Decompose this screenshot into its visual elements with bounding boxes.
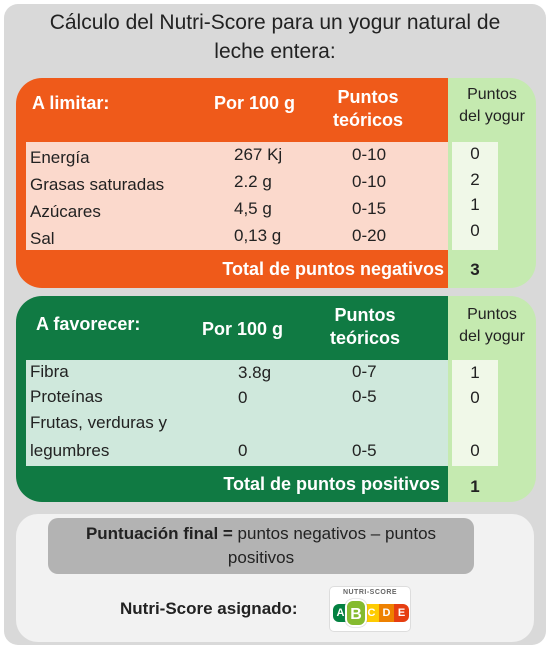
- positive-table: [26, 360, 448, 466]
- negative-total-value: 3: [470, 260, 480, 279]
- table-row-range: 0-20: [352, 226, 387, 245]
- table-row-value: 3.8g: [238, 363, 272, 382]
- table-row-points: 2: [470, 170, 480, 189]
- table-row-value: 0: [238, 388, 248, 407]
- table-row-name: Sal: [30, 229, 55, 248]
- table-row-value: 267 Kj: [234, 145, 283, 164]
- negative-col-theoretical: Puntos teóricos: [318, 86, 418, 132]
- negative-total-label: Total de puntos negativos: [222, 259, 444, 279]
- table-row-name: Grasas saturadas: [30, 175, 165, 194]
- nutriscore-letter-c: C: [364, 604, 379, 622]
- final-score-formula: Puntuación final = puntos negativos – pu…: [48, 518, 474, 574]
- table-row-value: 0,13 g: [234, 226, 282, 245]
- table-row-name-cont: legumbres: [30, 441, 110, 460]
- assigned-label: Nutri-Score asignado:: [120, 599, 298, 618]
- nutriscore-title: NUTRI-SCORE: [342, 589, 398, 596]
- negative-col-theoretical-line1: Puntos: [337, 87, 399, 107]
- table-row-points: 0: [470, 441, 480, 460]
- formula-text-2: positivos: [227, 548, 295, 567]
- nutriscore-letter-b: B: [345, 599, 367, 627]
- negative-col-yogurt-line2: del yogur: [459, 108, 525, 125]
- table-row-points: 0: [470, 221, 480, 240]
- table-row-range: 0-5: [352, 441, 377, 460]
- positive-col-yogurt: Puntos del yogur: [448, 304, 536, 348]
- table-row-value: 0: [238, 441, 248, 460]
- positive-header: A favorecer:: [36, 314, 141, 334]
- table-row-points: 0: [470, 144, 480, 163]
- positive-col-theoretical-line2: teóricos: [329, 328, 401, 348]
- negative-table: [26, 142, 448, 250]
- negative-col-yogurt-line1: Puntos: [467, 86, 517, 103]
- negative-yogurt-values-bg: [452, 142, 498, 250]
- title-line-1: Cálculo del Nutri-Score para un yogur na…: [49, 11, 501, 34]
- positive-col-theoretical-line1: Puntos: [334, 305, 396, 325]
- table-row-name: Energía: [30, 148, 90, 167]
- table-row-name: Frutas, verduras y: [30, 413, 167, 432]
- table-row-value: 2.2 g: [234, 172, 272, 191]
- positive-total-value: 1: [470, 477, 480, 496]
- page-title: Cálculo del Nutri-Score para un yogur na…: [0, 8, 550, 66]
- positive-col-theoretical: Puntos teóricos: [315, 304, 415, 350]
- table-row-range: 0-10: [352, 145, 387, 164]
- formula-label: Puntuación final =: [85, 524, 233, 543]
- negative-header: A limitar:: [32, 93, 110, 113]
- table-row-range: 0-15: [352, 199, 387, 218]
- table-row-name: Proteínas: [30, 387, 103, 406]
- table-row-range: 0-5: [352, 387, 377, 406]
- negative-col-theoretical-line2: teóricos: [332, 110, 404, 130]
- nutriscore-letter-d: D: [379, 604, 394, 622]
- table-row-name: Azúcares: [30, 202, 101, 221]
- table-row-points: 1: [470, 363, 480, 382]
- negative-col-per100: Por 100 g: [214, 93, 296, 113]
- positive-col-yogurt-line2: del yogur: [459, 328, 525, 345]
- table-row-range: 0-10: [352, 172, 387, 191]
- nutriscore-letter-a: A: [333, 604, 348, 622]
- table-row-points: 0: [470, 388, 480, 407]
- table-row-points: 1: [470, 195, 480, 214]
- formula-text-1: puntos negativos – puntos: [232, 524, 437, 543]
- title-line-2: leche entera:: [214, 40, 336, 63]
- positive-total-label: Total de puntos positivos: [223, 474, 440, 494]
- positive-col-yogurt-line1: Puntos: [467, 306, 517, 323]
- table-row-range: 0-7: [352, 362, 377, 381]
- table-row-value: 4,5 g: [234, 199, 272, 218]
- table-row-name: Fibra: [30, 362, 69, 381]
- positive-col-per100: Por 100 g: [202, 319, 284, 339]
- negative-col-yogurt: Puntos del yogur: [448, 84, 536, 128]
- positive-yogurt-values-bg: [452, 360, 498, 466]
- formula-line-1: Puntuación final = puntos negativos – pu…: [48, 522, 474, 546]
- nutriscore-letter-e: E: [394, 604, 409, 622]
